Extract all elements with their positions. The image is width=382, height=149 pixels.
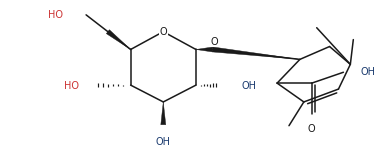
Text: HO: HO [49,10,63,20]
Text: O: O [159,27,167,37]
Polygon shape [161,102,166,125]
Polygon shape [212,47,300,59]
Polygon shape [106,30,131,49]
Text: OH: OH [241,81,256,91]
Text: O: O [211,37,219,47]
Text: OH: OH [156,137,171,147]
Polygon shape [196,47,213,52]
Text: O: O [308,124,316,134]
Text: OH: OH [360,67,375,77]
Text: HO: HO [64,81,79,91]
